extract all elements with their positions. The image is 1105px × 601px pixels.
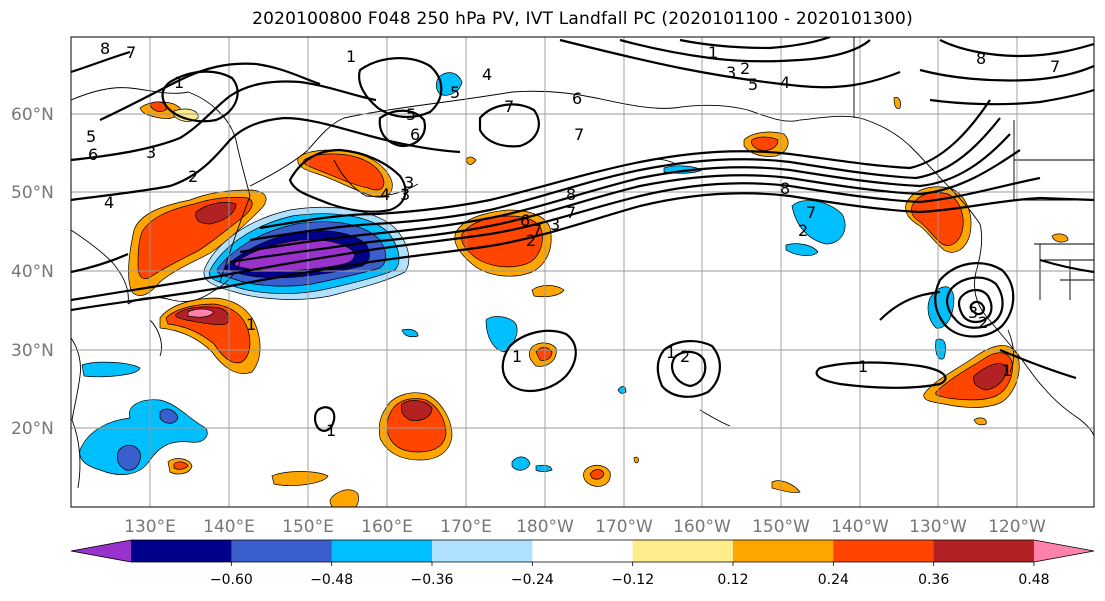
contour-label: 2 [680, 347, 690, 366]
contour-label: 7 [574, 125, 584, 144]
gridlines [71, 37, 1094, 507]
contour-label: 7 [126, 43, 136, 62]
lon-label-130w: 130°W [909, 517, 967, 537]
contour-label: 8 [566, 185, 576, 204]
colorbar-segment [933, 540, 1035, 562]
contour-label: 8 [780, 179, 790, 198]
contour-label: 4 [482, 65, 492, 84]
colorbar-segment [733, 540, 834, 562]
latitude-labels: 60°N 50°N 40°N 30°N 20°N [11, 105, 54, 439]
lon-label-170w: 170°W [595, 517, 653, 537]
colorbar-tick-label: −0.36 [411, 572, 454, 588]
contour-label: 7 [806, 203, 816, 222]
contour-label: 1 [858, 357, 868, 376]
lon-label-170e: 170°E [440, 517, 492, 537]
lon-label-150w: 150°W [752, 517, 810, 537]
colorbar-segment [231, 540, 333, 562]
contour-label: 2 [188, 167, 198, 186]
contour-label: 3 [404, 173, 414, 192]
lon-label-150e: 150°E [282, 517, 334, 537]
colorbar-tick-label: 0.48 [1018, 572, 1049, 588]
colorbar-tick-label: −0.48 [310, 572, 353, 588]
contour-label: 5 [406, 105, 416, 124]
colorbar-segment [331, 540, 433, 562]
map-area: 8 7 1 5 6 4 2 3 1 5 4 7 6 7 3 1 2 3 5 4 … [71, 37, 1094, 507]
contour-label: 2 [978, 313, 988, 332]
lon-label-120w: 120°W [988, 517, 1046, 537]
contour-label: 6 [410, 125, 420, 144]
colorbar-tick-label: −0.24 [511, 572, 554, 588]
contour-label: 4 [104, 193, 114, 212]
lon-label-140w: 140°W [831, 517, 889, 537]
colorbar-tick-label: 0.12 [717, 572, 748, 588]
contour-label: 4 [780, 73, 790, 92]
contour-label: 3 [400, 185, 410, 204]
lat-label-30n: 30°N [11, 341, 54, 361]
contour-label: 8 [976, 49, 986, 68]
contour-label: 5 [86, 127, 96, 146]
plot-title: 2020100800 F048 250 hPa PV, IVT Landfall… [252, 9, 913, 29]
contour-label: 8 [100, 39, 110, 58]
contour-label: 5 [748, 75, 758, 94]
lat-label-50n: 50°N [11, 183, 54, 203]
lat-label-20n: 20°N [11, 419, 54, 439]
colorbar-segment [632, 540, 734, 562]
longitude-labels: 130°E 140°E 150°E 160°E 170°E 180°W 170°… [124, 517, 1046, 537]
contour-label: 6 [520, 211, 530, 230]
contour-label: 3 [146, 143, 156, 162]
contour-label: 3 [550, 215, 560, 234]
contour-label: 1 [708, 43, 718, 62]
contour-label: 1 [326, 421, 336, 440]
lon-label-160e: 160°E [361, 517, 413, 537]
contour-label: 7 [1050, 57, 1060, 76]
negative-anomaly-cyan-patch [485, 316, 518, 353]
colorbar-segment [432, 540, 533, 562]
contour-label: 3 [968, 303, 978, 322]
map-frame [70, 36, 1095, 508]
contour-label: 2 [526, 231, 536, 250]
contour-label: 1 [174, 73, 184, 92]
lat-label-60n: 60°N [11, 105, 54, 125]
lon-label-130e: 130°E [124, 517, 176, 537]
contour-label: 1 [512, 347, 522, 366]
contour-label: 3 [726, 63, 736, 82]
colorbar: −0.60 −0.48 −0.36 −0.24 −0.12 0.12 0.24 0.36 0.4… [70, 539, 1095, 588]
lon-label-180w: 180°W [516, 517, 574, 537]
contour-label: 7 [504, 97, 514, 116]
contour-label: 6 [572, 89, 582, 108]
lon-label-140e: 140°E [203, 517, 255, 537]
colorbar-tick-label: −0.60 [210, 572, 253, 588]
colorbar-segment [532, 540, 634, 562]
contour-label: 7 [566, 203, 576, 222]
contour-labels: 8 7 1 5 6 4 2 3 1 5 4 7 6 7 3 1 2 3 5 4 … [86, 39, 1060, 440]
lat-label-40n: 40°N [11, 262, 54, 282]
colorbar-tick-label: 0.36 [918, 572, 949, 588]
colorbar-tick-label: 0.24 [818, 572, 849, 588]
contour-label: 1 [666, 343, 676, 362]
contour-label: 1 [346, 47, 356, 66]
ivt-pc-shading [79, 72, 1069, 507]
contour-label: 1 [246, 315, 256, 334]
colorbar-segment [833, 540, 935, 562]
colorbar-segment [131, 540, 232, 562]
contour-label: 5 [450, 83, 460, 102]
pv-contours [71, 37, 1094, 432]
contour-label: 6 [88, 145, 98, 164]
colorbar-extend-low [71, 540, 131, 562]
colorbar-outline [70, 539, 1095, 563]
colorbar-tick-label: −0.12 [611, 572, 654, 588]
contour-label: 4 [380, 185, 390, 204]
contour-label: 2 [798, 221, 808, 240]
colorbar-extend-high [1034, 540, 1094, 562]
lon-label-160w: 160°W [673, 517, 731, 537]
contour-label: 7 [532, 221, 542, 240]
contour-label: 1 [1002, 361, 1012, 380]
contour-label: 2 [740, 59, 750, 78]
